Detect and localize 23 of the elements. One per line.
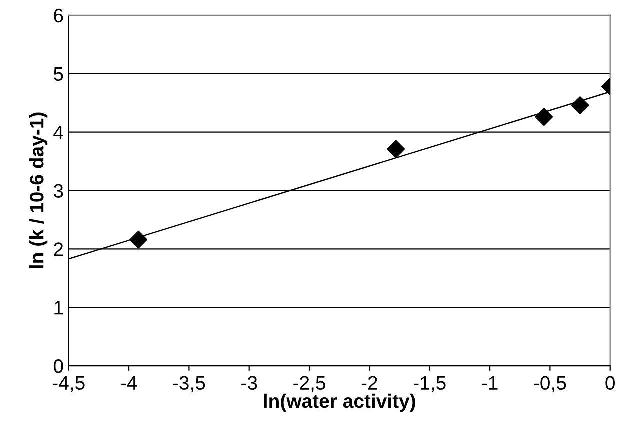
y-tick-label: 4 xyxy=(54,126,64,140)
point xyxy=(130,230,148,249)
x-tick-label: -4,5 xyxy=(52,376,85,392)
point xyxy=(535,108,554,126)
y-axis-title: ln (k / 10-6 day-1) xyxy=(30,112,48,268)
y-tick-label: 2 xyxy=(54,242,64,256)
y-tick-label: 5 xyxy=(54,68,64,82)
x-tick-label: -4 xyxy=(121,376,138,390)
x-tick-label: -3 xyxy=(242,376,258,390)
y-tick-label: 1 xyxy=(54,301,64,315)
x-tick-label: -1,5 xyxy=(414,376,446,392)
x-tick-label: -0,5 xyxy=(534,376,566,392)
y-tick-label: 3 xyxy=(54,184,64,198)
point xyxy=(571,96,590,114)
x-tick-label: -2 xyxy=(362,376,378,390)
x-axis-title: ln(water activity) xyxy=(264,394,416,412)
x-tick-label: -3,5 xyxy=(173,376,206,392)
x-tick-label: -1 xyxy=(482,376,498,390)
x-tick-label: -2,5 xyxy=(294,376,326,392)
x-tick-label: 0 xyxy=(606,376,615,390)
point xyxy=(387,140,406,158)
y-tick-label: 0 xyxy=(54,360,64,374)
y-tick-label: 6 xyxy=(54,8,64,23)
